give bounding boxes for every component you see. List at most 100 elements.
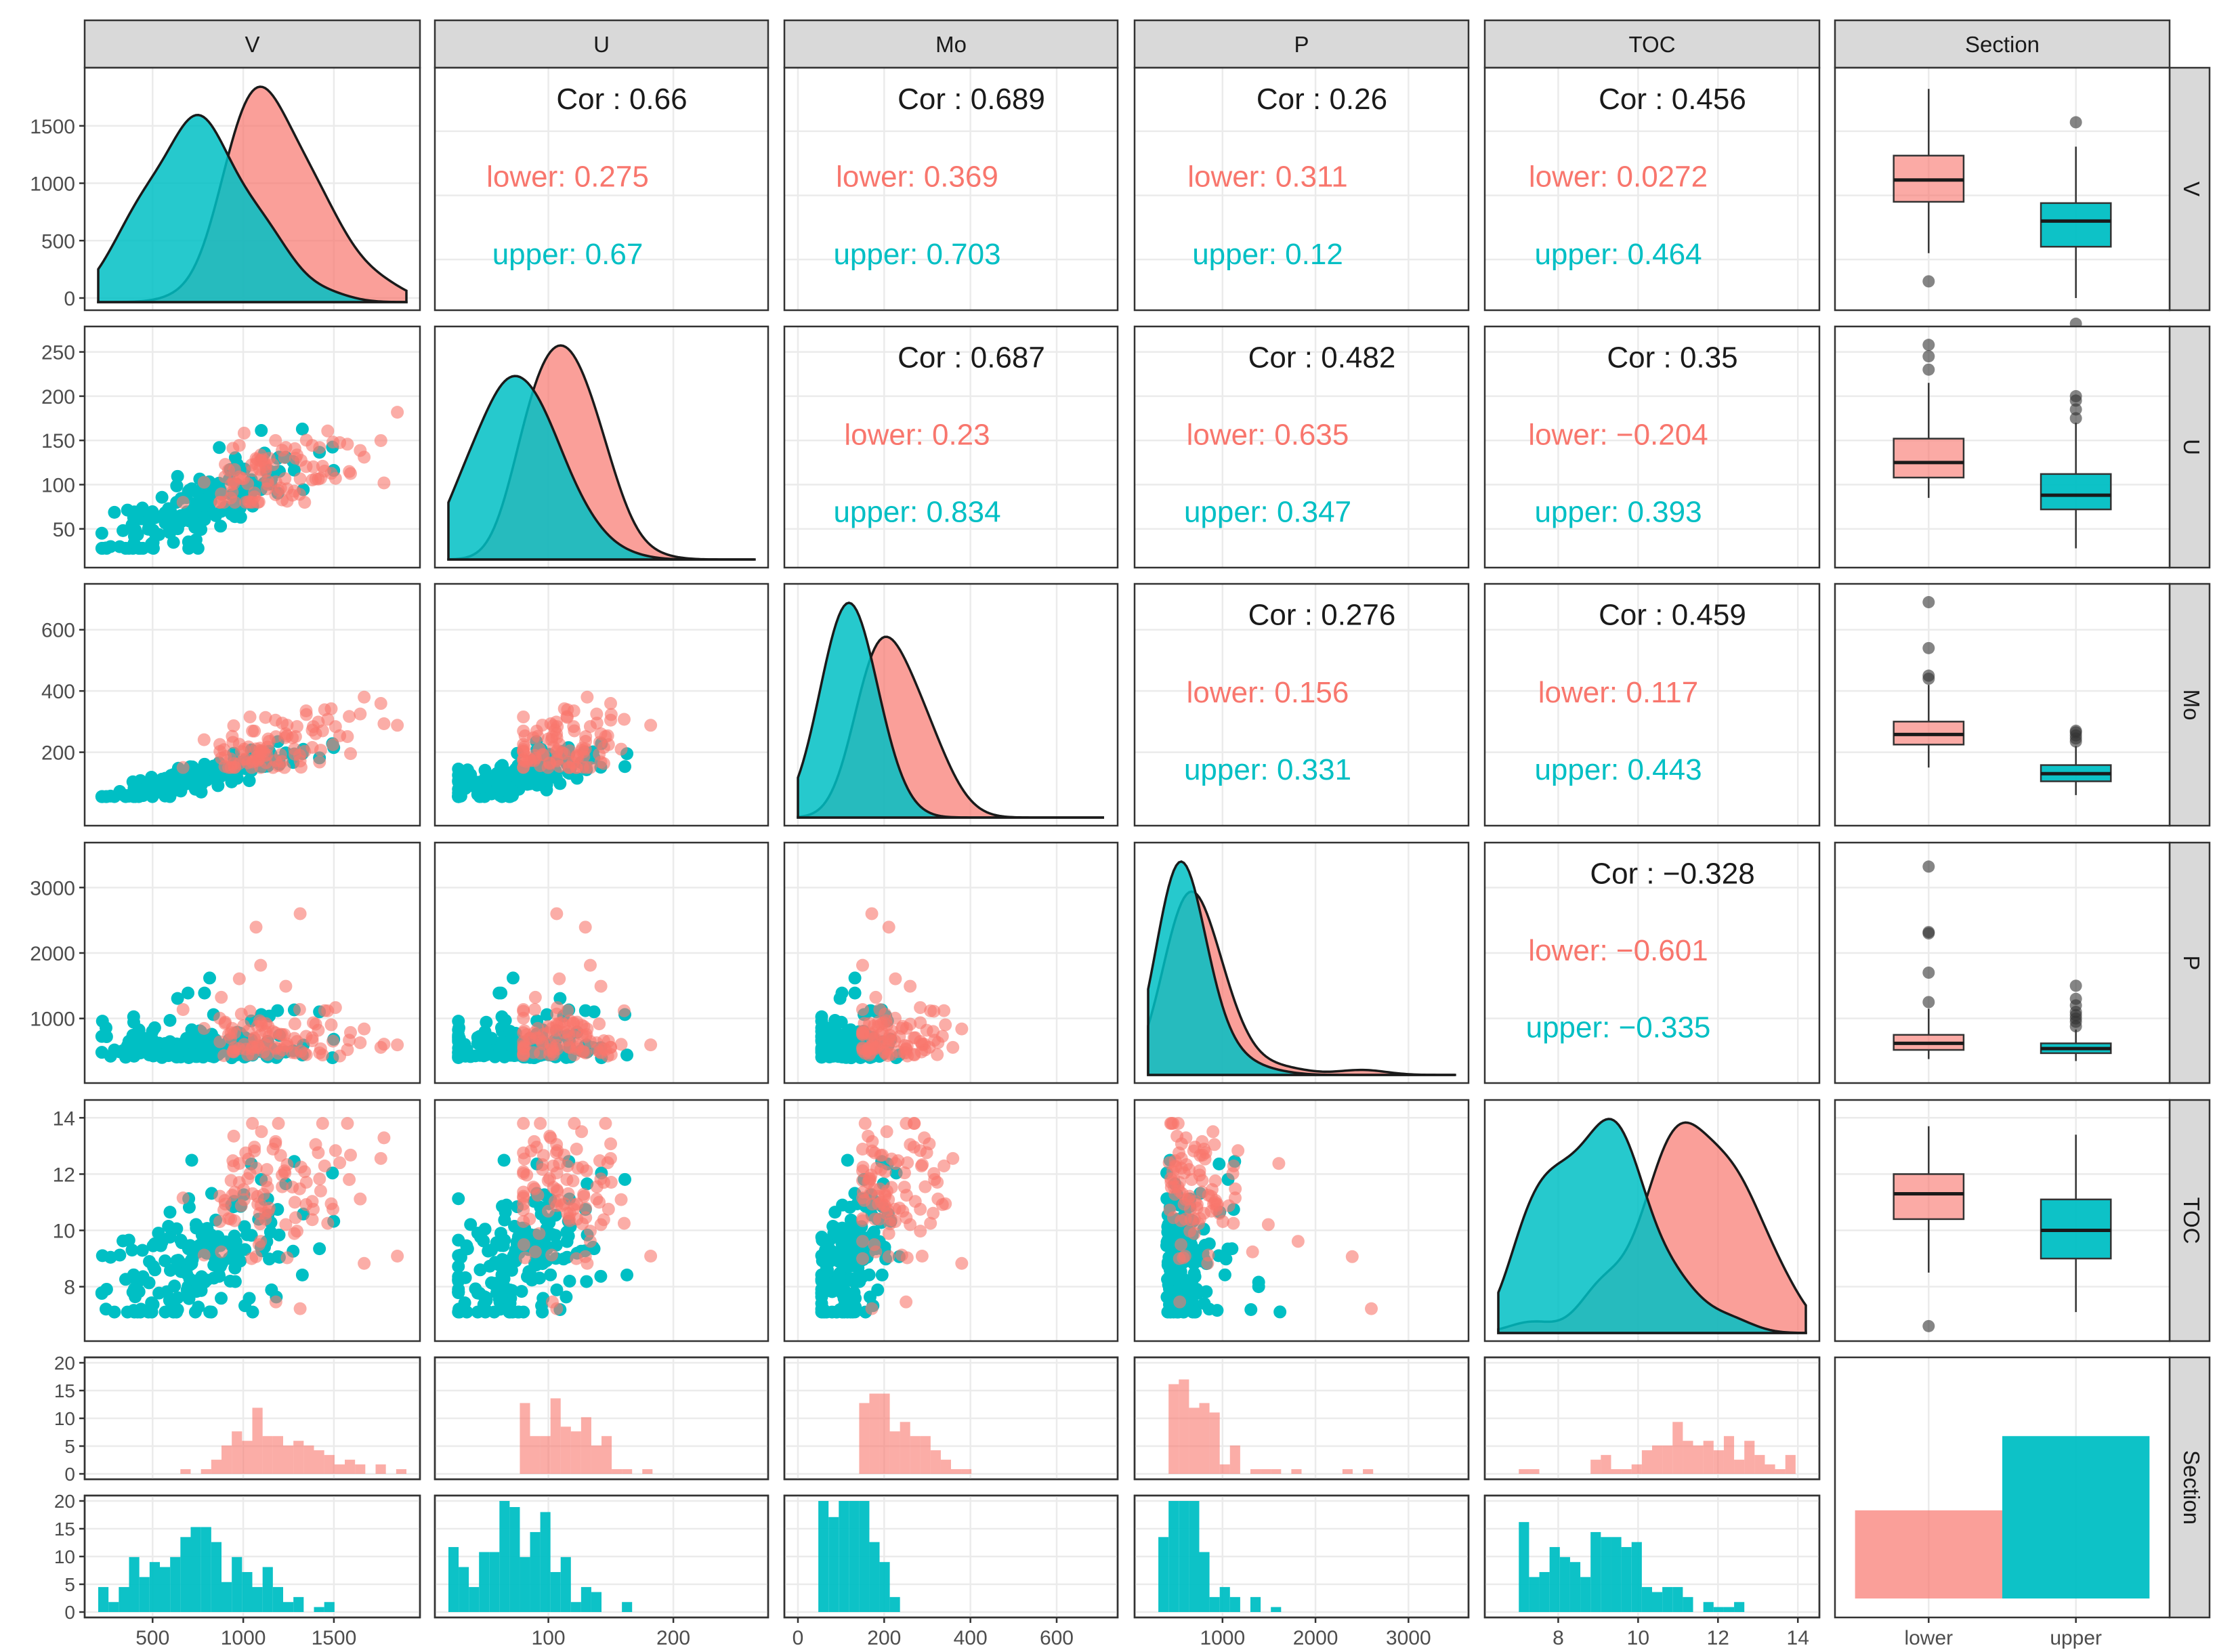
- panel-border: [83, 841, 421, 1084]
- scatter-point-lower: [553, 972, 566, 986]
- hist-bar-lower: [1168, 1384, 1179, 1474]
- hist-bar-lower: [303, 1445, 314, 1474]
- x-tick-label: 100: [532, 1627, 566, 1649]
- scatter-point-upper: [452, 1305, 466, 1319]
- scatter-point-upper: [170, 479, 184, 492]
- panel-toc-section: [1834, 1099, 2171, 1342]
- y-tick-label: 0: [64, 1464, 75, 1485]
- scatter-point-lower: [928, 1034, 942, 1047]
- scatter-point-lower: [900, 1117, 913, 1130]
- hist-bar-upper: [1713, 1607, 1724, 1612]
- panel-background: [1135, 326, 1469, 568]
- scatter-point-lower: [915, 1249, 929, 1263]
- scatter-point-lower: [946, 1151, 960, 1165]
- panel-border: [783, 583, 1119, 827]
- scatter-point-lower: [562, 1212, 576, 1225]
- panel-mo-u: [434, 583, 769, 827]
- panel-u-v: [83, 325, 421, 569]
- scatter-point-lower: [856, 1191, 869, 1205]
- scatter-point-lower: [878, 1045, 891, 1059]
- scatter-point-lower: [920, 1023, 933, 1037]
- scatter-point-upper: [152, 1227, 165, 1240]
- x-tick-label: 1000: [221, 1627, 266, 1649]
- hist-bar-upper: [242, 1571, 253, 1612]
- hist-bar-upper: [1209, 1596, 1220, 1612]
- scatter-point-lower: [1246, 1245, 1259, 1258]
- scatter-point-lower: [298, 496, 312, 509]
- scatter-point-lower: [391, 1249, 404, 1263]
- correlation-upper: upper: −0.335: [1526, 1011, 1711, 1044]
- scatter-point-lower: [517, 754, 530, 767]
- scatter-point-lower: [299, 704, 313, 718]
- scatter-point-lower: [561, 1004, 574, 1017]
- scatter-point-lower: [259, 711, 272, 724]
- scatter-point-lower: [1365, 1302, 1378, 1315]
- hist-bar-upper: [859, 1501, 870, 1612]
- y-tick-label: 10: [53, 1221, 75, 1243]
- panel-border: [1133, 325, 1470, 569]
- scatter-point-lower: [313, 1046, 326, 1060]
- scatter-point-upper: [471, 781, 484, 795]
- scatter-point-upper: [498, 1213, 511, 1227]
- scatter-point-lower: [305, 1195, 319, 1208]
- scatter-point-lower: [1173, 1295, 1187, 1309]
- scatter-point-lower: [898, 1166, 911, 1180]
- scatter-point-lower: [227, 1159, 240, 1172]
- scatter-point-upper: [507, 1249, 520, 1263]
- hist-bar-upper: [570, 1602, 581, 1612]
- scatter-point-lower: [547, 1159, 560, 1172]
- scatter-point-lower: [1168, 1187, 1182, 1201]
- hist-bar-upper: [190, 1527, 201, 1612]
- hist-bar-upper: [129, 1556, 140, 1612]
- scatter-point-upper: [135, 1244, 149, 1257]
- hist-bar-lower: [1734, 1460, 1745, 1474]
- bar-upper: [2002, 1436, 2150, 1598]
- box-outlier: [2069, 403, 2082, 416]
- scatter-point-upper: [494, 1237, 508, 1250]
- panel-border: [434, 66, 769, 312]
- scatter-point-upper: [497, 1153, 511, 1167]
- scatter-point-lower: [946, 1040, 960, 1054]
- hist-bar-lower: [612, 1469, 622, 1474]
- hist-bar-lower: [622, 1469, 633, 1474]
- scatter-point-lower: [257, 1187, 270, 1201]
- scatter-point-upper: [493, 1295, 507, 1309]
- hist-bar-upper: [1662, 1587, 1673, 1612]
- scatter-point-lower: [237, 1019, 251, 1032]
- scatter-point-lower: [644, 1249, 658, 1263]
- scatter-point-upper: [170, 1305, 184, 1319]
- row-header-label: TOC: [2179, 1197, 2204, 1244]
- scatter-point-upper: [830, 1305, 843, 1319]
- hist-bar-upper: [200, 1527, 211, 1612]
- hist-bar-lower: [1342, 1469, 1353, 1474]
- x-tick-label: 400: [954, 1627, 988, 1649]
- scatter-point-lower: [1168, 1159, 1182, 1172]
- scatter-point-lower: [326, 1202, 340, 1216]
- panel-border: [83, 66, 421, 312]
- scatter-point-lower: [879, 1165, 892, 1179]
- scatter-point-lower: [251, 1198, 265, 1211]
- scatter-point-lower: [908, 1195, 922, 1208]
- correlation-lower: lower: −0.204: [1528, 418, 1708, 451]
- scatter-point-upper: [618, 1172, 632, 1186]
- scatter-point-lower: [1187, 1227, 1201, 1240]
- scatter-point-lower: [321, 424, 335, 438]
- scatter-point-lower: [391, 406, 404, 419]
- panel-toc-p: [1133, 1099, 1470, 1342]
- y-tick-label: 14: [53, 1107, 75, 1130]
- scatter-point-upper: [452, 1046, 465, 1059]
- scatter-point-lower: [321, 1004, 335, 1017]
- scatter-point-lower: [218, 1017, 232, 1030]
- scatter-point-lower: [293, 907, 307, 920]
- y-tick-label: 5: [64, 1436, 75, 1457]
- scatter-point-lower: [856, 958, 869, 972]
- scatter-point-upper: [135, 501, 149, 515]
- scatter-point-lower: [197, 733, 211, 746]
- panel-border: [1834, 66, 2171, 312]
- x-tick-label: 14: [1787, 1627, 1809, 1649]
- panel-v-section: [1834, 66, 2171, 330]
- scatter-point-lower: [856, 1026, 869, 1040]
- scatter-point-lower: [907, 1141, 921, 1154]
- scatter-point-lower: [924, 1216, 937, 1230]
- y-tick-label: 1000: [30, 1009, 75, 1031]
